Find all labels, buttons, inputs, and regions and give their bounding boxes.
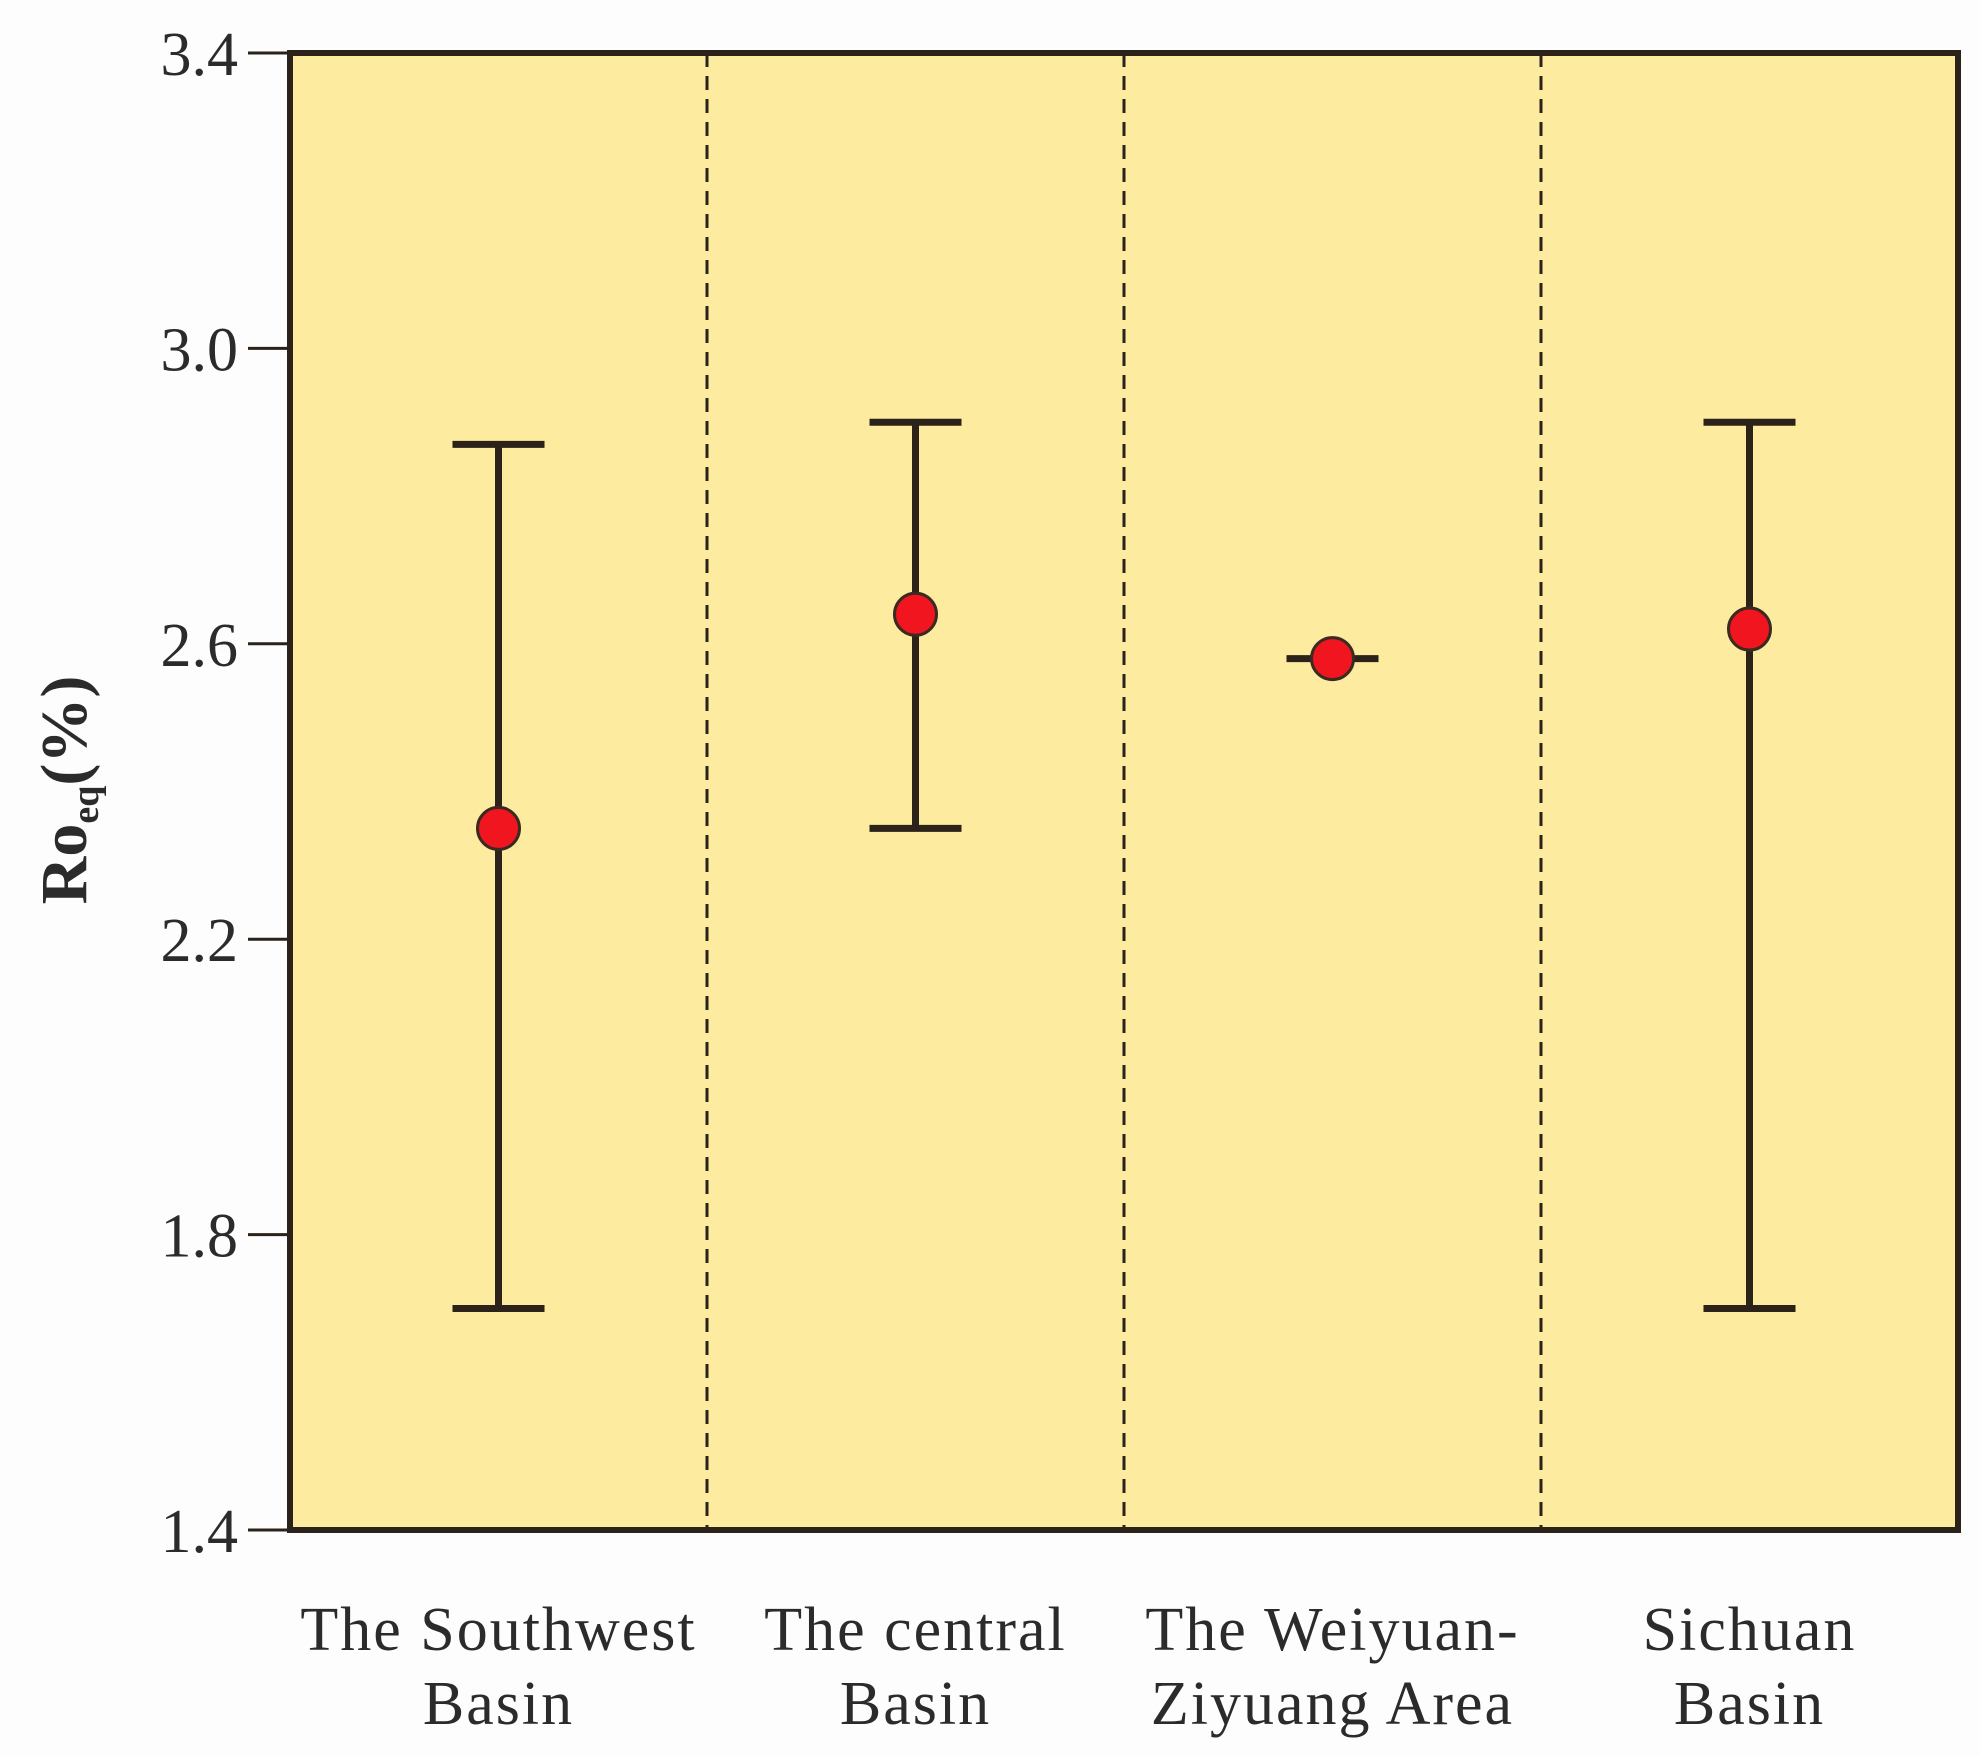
y-axis-label-subscript: eq [65,786,107,824]
mean-point-3 [1727,606,1772,652]
y-axis: 1.4 1.8 2.2 2.6 3.0 3.4 [161,21,290,1566]
y-tick-label-1: 1.8 [161,1203,239,1271]
category-label-line1: The Southwest [300,1596,696,1664]
category-label-line2: Ziyuang Area [1151,1670,1514,1738]
y-tick-label-2: 2.2 [161,907,239,975]
y-axis-label: Roeq(%) [28,676,107,905]
mean-point-1 [893,591,938,637]
mean-point-2 [1310,636,1355,682]
category-label-line2: Basin [1674,1670,1825,1738]
category-label-2: The Weiyuan-Ziyuang Area [1145,1596,1519,1738]
y-axis-label-unit: (%) [28,676,101,786]
data-marks [452,418,1796,1312]
category-separators [705,53,1543,1530]
category-label-line1: Sichuan [1643,1596,1857,1664]
plot-frame [287,50,1961,1533]
category-label-line1: The central [764,1596,1067,1664]
mean-point-0 [476,805,521,851]
category-label-0: The Southwest Basin [300,1596,696,1738]
y-tick-label-0: 1.4 [161,1498,239,1566]
y-tick-label-5: 3.4 [161,21,239,89]
category-label-line2: Basin [840,1670,991,1738]
category-label-line1: The Weiyuan- [1145,1596,1519,1664]
y-tick-label-3: 2.6 [161,612,239,680]
category-label-3: Sichuan Basin [1643,1596,1857,1738]
category-label-line2: Basin [423,1670,574,1738]
y-axis-label-main: Ro [28,824,101,905]
category-label-1: The central Basin [764,1596,1067,1738]
y-tick-label-4: 3.0 [161,316,239,384]
